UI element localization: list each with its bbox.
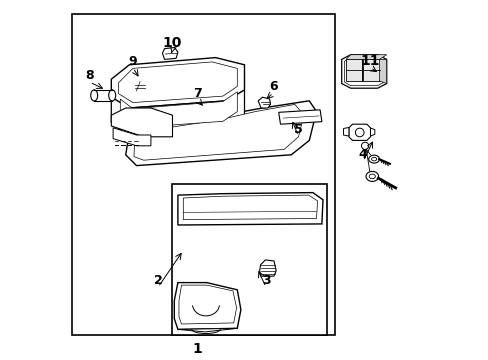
Bar <box>172 184 326 335</box>
Polygon shape <box>174 283 241 329</box>
Polygon shape <box>133 81 146 92</box>
Bar <box>72 14 334 335</box>
Polygon shape <box>125 101 316 166</box>
Polygon shape <box>379 59 386 84</box>
Text: 11: 11 <box>360 54 380 68</box>
Polygon shape <box>341 55 386 88</box>
Circle shape <box>361 142 368 149</box>
Ellipse shape <box>108 90 116 101</box>
Polygon shape <box>162 48 178 59</box>
Polygon shape <box>179 285 236 324</box>
Polygon shape <box>134 104 303 160</box>
Polygon shape <box>343 127 348 136</box>
Ellipse shape <box>365 171 378 181</box>
Polygon shape <box>363 59 379 81</box>
Text: 9: 9 <box>128 55 137 68</box>
Ellipse shape <box>371 157 376 161</box>
Text: 4: 4 <box>358 148 367 161</box>
Polygon shape <box>370 128 374 136</box>
Polygon shape <box>346 55 386 59</box>
Polygon shape <box>346 59 361 81</box>
Text: 8: 8 <box>85 69 94 82</box>
Polygon shape <box>120 92 237 128</box>
Polygon shape <box>111 90 244 137</box>
Polygon shape <box>113 128 151 146</box>
Polygon shape <box>259 260 276 276</box>
Text: 10: 10 <box>163 36 182 50</box>
Ellipse shape <box>91 90 98 101</box>
Polygon shape <box>258 97 270 108</box>
Circle shape <box>355 128 363 137</box>
Polygon shape <box>348 124 370 140</box>
Polygon shape <box>111 108 172 137</box>
Polygon shape <box>278 110 321 124</box>
Text: 5: 5 <box>293 123 302 136</box>
Polygon shape <box>111 58 244 108</box>
Text: 2: 2 <box>153 274 162 287</box>
Polygon shape <box>178 193 322 225</box>
Text: 7: 7 <box>193 87 202 100</box>
Polygon shape <box>344 58 384 86</box>
Ellipse shape <box>368 155 379 163</box>
Polygon shape <box>118 62 237 103</box>
Polygon shape <box>178 328 237 332</box>
Ellipse shape <box>368 174 375 179</box>
Text: 6: 6 <box>268 80 277 93</box>
Text: 1: 1 <box>192 342 202 356</box>
Polygon shape <box>183 195 317 220</box>
Text: 3: 3 <box>261 274 270 287</box>
